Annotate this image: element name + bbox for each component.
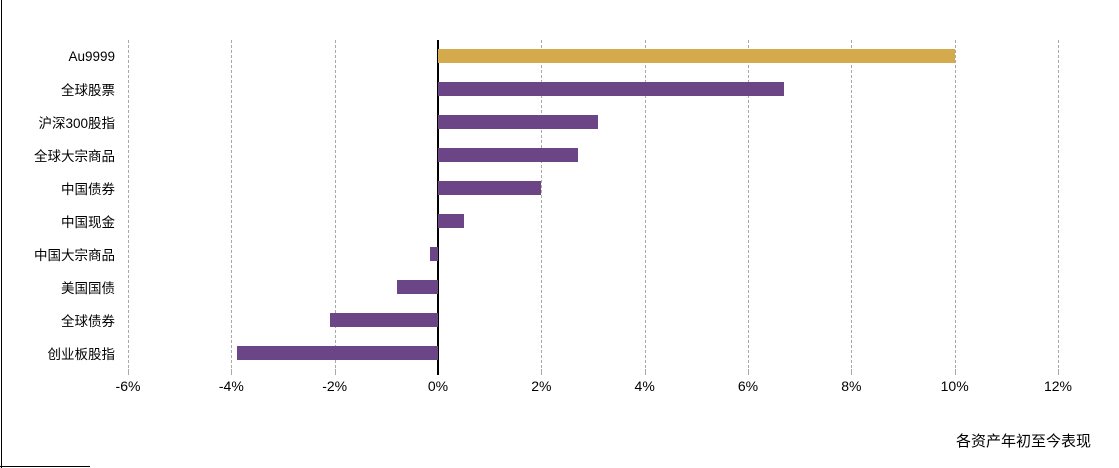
axis-tick	[1058, 369, 1059, 375]
axis-tick	[748, 369, 749, 375]
bar	[236, 345, 438, 360]
axis-tick	[334, 369, 336, 375]
category-label: 中国大宗商品	[34, 247, 115, 263]
x-axis-tick-label: 8%	[841, 378, 862, 394]
axis-tick	[231, 369, 233, 375]
axis-tick	[541, 369, 543, 375]
axis-tick	[128, 369, 129, 375]
gridline	[954, 40, 956, 369]
axis-tick	[851, 369, 853, 375]
x-axis-tick-label: -4%	[218, 378, 244, 394]
x-axis-tick-label: 10%	[940, 378, 969, 394]
bar	[438, 181, 542, 196]
category-label: 全球大宗商品	[34, 149, 115, 165]
gridline	[851, 40, 853, 369]
category-label: 中国债券	[61, 182, 115, 198]
category-label: 创业板股指	[47, 346, 116, 362]
x-axis-tick-label: -2%	[322, 378, 348, 394]
category-label: 沪深300股指	[38, 116, 115, 132]
gridline	[1058, 40, 1059, 369]
x-axis-tick-label: 12%	[1043, 378, 1073, 394]
gridline	[644, 40, 646, 369]
category-label: 全球股票	[61, 83, 115, 99]
chart-frame-left-border	[1, 0, 2, 468]
x-axis-tick-label: 0%	[427, 378, 449, 394]
zero-axis-line	[437, 40, 439, 375]
axis-tick	[954, 369, 956, 375]
bar	[438, 49, 955, 64]
gridline	[334, 40, 336, 369]
chart-frame-bottom-border	[0, 466, 90, 467]
gridline	[541, 40, 543, 369]
category-label: 中国现金	[61, 214, 115, 230]
bar	[430, 246, 438, 261]
gridline	[128, 40, 129, 369]
gridline	[748, 40, 749, 369]
bar	[396, 279, 438, 294]
bar	[438, 115, 599, 130]
bar	[329, 312, 438, 327]
chart-caption: 各资产年初至今表现	[955, 433, 1091, 450]
x-axis-tick-label: -6%	[115, 378, 141, 394]
category-label: 全球债券	[61, 313, 115, 329]
x-axis-tick-label: 6%	[737, 378, 759, 394]
category-label: 美国国债	[61, 280, 115, 296]
x-axis-tick-label: 2%	[531, 378, 552, 394]
gridline	[231, 40, 233, 369]
x-axis-tick-label: 4%	[634, 378, 655, 394]
category-label: Au9999	[68, 48, 115, 64]
bar	[438, 82, 785, 97]
bar	[438, 213, 464, 228]
bar	[438, 148, 578, 163]
axis-tick	[644, 369, 646, 375]
